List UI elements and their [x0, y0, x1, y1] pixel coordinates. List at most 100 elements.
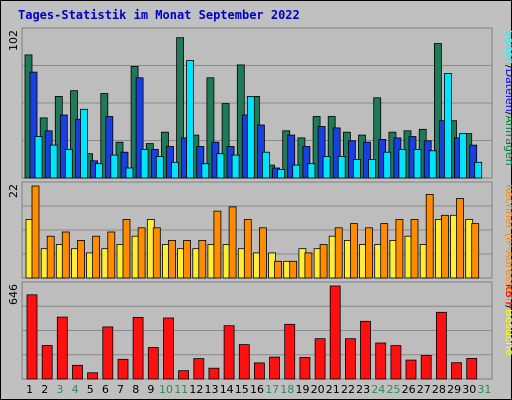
page-title: Tages-Statistik im Monat September 2022	[18, 8, 300, 22]
legend-part: /	[503, 305, 512, 309]
bar-top-seiten-day-18	[292, 164, 301, 179]
bar-middle-rechner-ip-adressen--day-23	[365, 227, 373, 279]
bar-top-dateien-day-18	[287, 134, 296, 179]
ymax-label-top: 102	[7, 30, 20, 51]
x-tick-label-day-25: 25	[387, 383, 401, 396]
bar-top-seiten-day-9	[155, 156, 164, 179]
bar-bottom-kb-f-day-13	[208, 367, 220, 380]
x-tick-label-day-26: 26	[402, 383, 416, 396]
bar-middle-rechner-ip-adressen--day-4	[77, 239, 85, 279]
bar-top-seiten-day-15	[246, 96, 255, 179]
bar-top-seiten-day-5	[95, 163, 103, 179]
x-tick-label-day-3: 3	[56, 383, 63, 396]
ymax-label-bottom: 646	[7, 284, 20, 305]
bar-bottom-kb-f-day-26	[405, 359, 417, 380]
bar-middle-rechner-ip-adressen--day-26	[410, 219, 419, 279]
x-tick-label-day-19: 19	[296, 383, 310, 396]
bar-middle-rechner-ip-adressen--day-29	[456, 198, 464, 279]
bar-top-dateien-day-3	[59, 114, 68, 179]
bar-bottom-kb-f-day-12	[193, 358, 205, 380]
x-tick-label-day-29: 29	[447, 383, 461, 396]
x-tick-label-day-5: 5	[87, 383, 94, 396]
x-tick-label-day-16: 16	[250, 383, 264, 396]
x-tick-label-day-21: 21	[326, 383, 340, 396]
bar-middle-rechner-ip-adressen--day-22	[349, 223, 358, 279]
bar-middle-rechner-ip-adressen--day-1	[31, 185, 40, 279]
x-tick-label-day-28: 28	[432, 383, 446, 396]
bar-top-dateien-day-19	[302, 146, 311, 179]
bar-middle-rechner-ip-adressen--day-17	[274, 260, 283, 279]
bar-bottom-kb-f-day-7	[117, 358, 129, 380]
x-tick-label-day-1: 1	[26, 383, 33, 396]
bar-top-seiten-day-2	[49, 144, 58, 179]
bar-middle-rechner-ip-adressen--day-16	[258, 227, 267, 279]
bar-bottom-kb-f-day-14	[223, 325, 235, 380]
bar-top-dateien-day-30	[469, 144, 478, 179]
bar-top-seiten-day-14	[231, 154, 240, 179]
bar-bottom-kb-f-day-11	[178, 370, 190, 380]
bar-top-seiten-day-8	[140, 148, 149, 179]
bar-top-dateien-day-8	[135, 77, 144, 179]
bar-middle-rechner-ip-adressen--day-18	[289, 260, 298, 279]
bar-top-seiten-day-23	[368, 158, 376, 179]
bar-bottom-kb-f-day-9	[147, 347, 159, 380]
bar-top-dateien-day-12	[196, 146, 205, 179]
x-tick-label-day-2: 2	[41, 383, 48, 396]
bar-bottom-kb-f-day-25	[390, 345, 402, 380]
legend-part: /	[503, 65, 512, 69]
x-tick-label-day-6: 6	[102, 383, 109, 396]
bar-top-anfragen-day-24	[373, 97, 382, 179]
bar-top-seiten-day-1	[34, 136, 43, 179]
x-tick-label-day-14: 14	[220, 383, 234, 396]
legend-part: Rechner (IP-Adressen)	[503, 184, 512, 305]
bar-top-seiten-day-21	[337, 156, 346, 179]
bar-bottom-kb-f-day-23	[360, 320, 371, 380]
x-tick-label-day-13: 13	[205, 383, 219, 396]
bar-middle-rechner-ip-adressen--day-13	[213, 210, 222, 279]
bar-middle-rechner-ip-adressen--day-6	[107, 231, 116, 279]
bar-bottom-kb-f-day-15	[238, 344, 250, 380]
bar-top-seiten-day-29	[459, 133, 467, 179]
bar-top-dateien-day-1	[29, 71, 38, 179]
bar-middle-rechner-ip-adressen--day-5	[92, 235, 100, 279]
bar-bottom-kb-f-day-8	[132, 316, 144, 380]
bar-top-seiten-day-10	[171, 161, 179, 179]
x-tick-label-day-4: 4	[72, 383, 79, 396]
x-tick-label-day-10: 10	[159, 383, 173, 396]
bar-bottom-kb-f-day-28	[435, 311, 447, 380]
bar-middle-rechner-ip-adressen--day-7	[122, 219, 131, 279]
bar-top-seiten-day-11	[186, 60, 195, 179]
bar-bottom-kb-f-day-30	[466, 357, 478, 380]
legend-part: Besuche	[503, 309, 512, 356]
bar-middle-rechner-ip-adressen--day-20	[319, 244, 328, 279]
x-tick-label-day-20: 20	[311, 383, 325, 396]
legend-label-bottom: kB F	[503, 284, 512, 308]
bar-bottom-kb-f-day-18	[284, 323, 296, 380]
bar-middle-rechner-ip-adressen--day-19	[304, 252, 313, 279]
legend-part: Seiten	[503, 30, 512, 65]
bar-middle-rechner-ip-adressen--day-8	[137, 227, 146, 279]
bar-middle-rechner-ip-adressen--day-15	[243, 219, 252, 279]
x-tick-label-day-12: 12	[189, 383, 203, 396]
bar-top-seiten-day-30	[474, 161, 483, 179]
bar-bottom-kb-f-day-19	[299, 356, 311, 380]
bar-middle-rechner-ip-adressen--day-9	[152, 227, 161, 279]
bar-bottom-kb-f-day-10	[163, 317, 174, 380]
bar-middle-rechner-ip-adressen--day-25	[395, 219, 404, 279]
bar-top-seiten-day-16	[261, 151, 270, 179]
x-tick-label-day-30: 30	[462, 383, 476, 396]
bar-bottom-kb-f-day-4	[72, 364, 83, 380]
bar-bottom-kb-f-day-21	[329, 285, 341, 380]
x-tick-label-day-15: 15	[235, 383, 249, 396]
legend-label-top: Seiten/Dateien/Anfragen	[503, 30, 512, 166]
bar-top-seiten-day-22	[352, 158, 361, 179]
x-tick-label-day-18: 18	[280, 383, 294, 396]
bar-top-seiten-day-13	[216, 153, 225, 179]
bar-top-dateien-day-7	[120, 151, 129, 179]
x-tick-label-day-7: 7	[117, 383, 124, 396]
bar-top-seiten-day-17	[277, 168, 286, 179]
bar-top-seiten-day-24	[383, 151, 392, 179]
bar-top-seiten-day-28	[443, 73, 452, 179]
bar-bottom-kb-f-day-3	[56, 316, 68, 380]
